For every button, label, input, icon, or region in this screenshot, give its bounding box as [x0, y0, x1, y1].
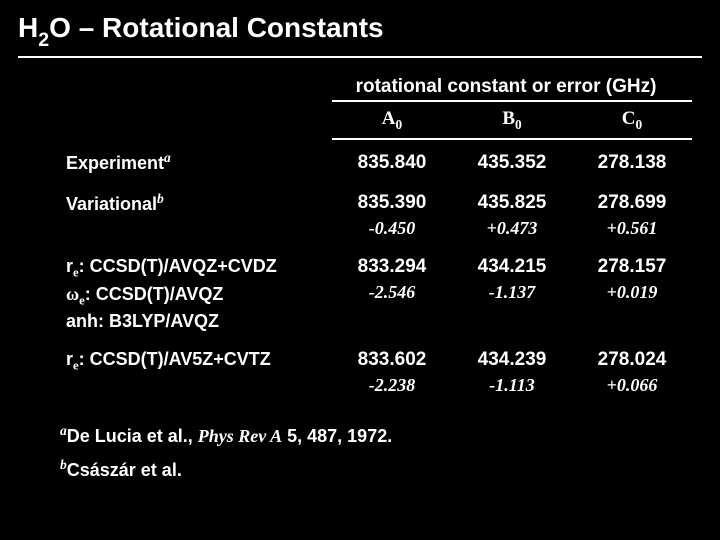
- cell-value: 435.352: [452, 139, 572, 180]
- error-text: -2.546: [338, 280, 446, 304]
- table-container: rotational constant or error (GHz) A0 B0…: [60, 76, 692, 402]
- cell-value: 434.239 -1.113: [452, 337, 572, 401]
- col-header-C0: C0: [572, 101, 692, 140]
- table-row: re: CCSD(T)/AVQZ+CVDZωe: CCSD(T)/AVQZanh…: [60, 244, 692, 337]
- value-text: 833.294: [358, 256, 427, 277]
- error-text: +0.066: [578, 373, 686, 397]
- error-text: -1.113: [458, 373, 566, 397]
- footnote-a: aDe Lucia et al., Phys Rev A 5, 487, 197…: [60, 419, 702, 452]
- rotational-constants-table: A0 B0 C0 Experimenta 835.840 435.352 278.13…: [60, 100, 692, 402]
- row-label: Experimenta: [60, 139, 332, 180]
- col-header-A0: A0: [332, 101, 452, 140]
- footnotes: aDe Lucia et al., Phys Rev A 5, 487, 197…: [60, 419, 702, 486]
- row-label: Variationalb: [60, 180, 332, 244]
- cell-value: 434.215 -1.137: [452, 244, 572, 337]
- col-header-B0: B0: [452, 101, 572, 140]
- value-text: 434.215: [478, 256, 547, 277]
- cell-value: 278.138: [572, 139, 692, 180]
- error-text: -0.450: [338, 216, 446, 240]
- cell-value: 435.825 +0.473: [452, 180, 572, 244]
- slide-title: H2O – Rotational Constants: [18, 12, 702, 58]
- footnote-b: bCsászár et al.: [60, 453, 702, 486]
- cell-value: 278.024 +0.066: [572, 337, 692, 401]
- table-super-header: rotational constant or error (GHz): [320, 76, 692, 98]
- cell-value: 278.699 +0.561: [572, 180, 692, 244]
- table-row: Variationalb835.390-0.450435.825+0.47327…: [60, 180, 692, 244]
- table-row: Experimenta 835.840 435.352 278.138: [60, 139, 692, 180]
- cell-value: 278.157 +0.019: [572, 244, 692, 337]
- value-text: 278.138: [598, 152, 667, 173]
- value-text: 833.602: [358, 349, 427, 370]
- cell-value: 835.840: [332, 139, 452, 180]
- value-text: 434.239: [478, 349, 547, 370]
- error-text: +0.473: [458, 216, 566, 240]
- value-text: 278.024: [598, 349, 667, 370]
- cell-value: 833.602 -2.238: [332, 337, 452, 401]
- error-text: -2.238: [338, 373, 446, 397]
- value-text: 435.352: [478, 152, 547, 173]
- col-header-blank: [60, 101, 332, 140]
- table-row: re: CCSD(T)/AV5Z+CVTZ833.602-2.238434.23…: [60, 337, 692, 401]
- value-text: 278.157: [598, 256, 667, 277]
- error-text: -1.137: [458, 280, 566, 304]
- error-text: +0.019: [578, 280, 686, 304]
- error-text: +0.561: [578, 216, 686, 240]
- row-label: re: CCSD(T)/AV5Z+CVTZ: [60, 337, 332, 401]
- value-text: 835.390: [358, 192, 427, 213]
- value-text: 835.840: [358, 152, 427, 173]
- value-text: 435.825: [478, 192, 547, 213]
- cell-value: 835.390 -0.450: [332, 180, 452, 244]
- value-text: 278.699: [598, 192, 667, 213]
- cell-value: 833.294 -2.546: [332, 244, 452, 337]
- row-label: re: CCSD(T)/AVQZ+CVDZωe: CCSD(T)/AVQZanh…: [60, 244, 332, 337]
